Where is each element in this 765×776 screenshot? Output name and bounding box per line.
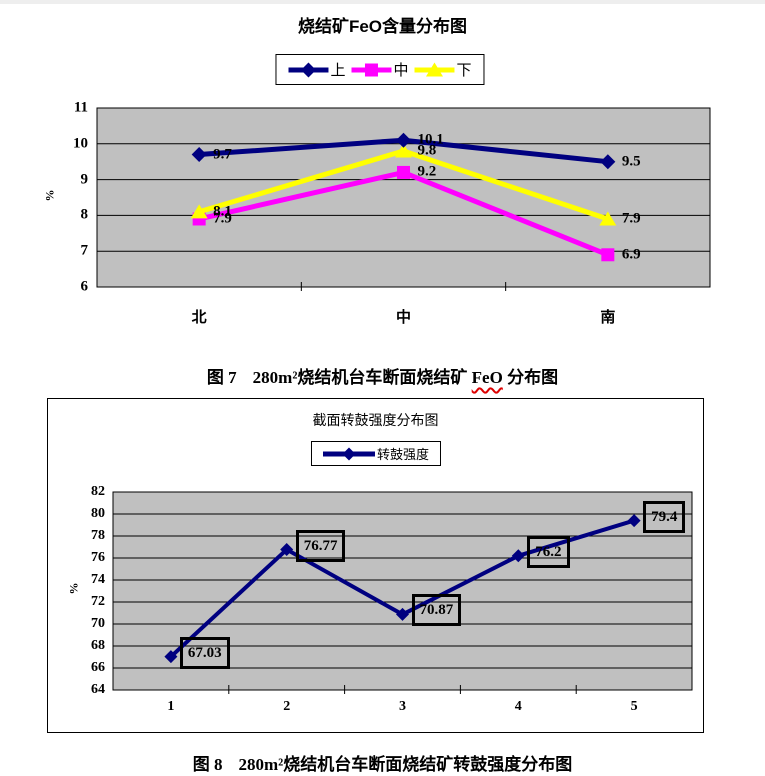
y-tick-label: 78	[91, 528, 105, 543]
y-tick-label: 11	[73, 99, 88, 116]
feo-chart-legend: 上中下	[275, 54, 485, 85]
data-label: 9.5	[621, 153, 641, 170]
legend-label: 转鼓强度	[376, 447, 430, 462]
legend-item: 转鼓强度	[322, 444, 430, 463]
figure7-caption-spellchecked-word: FeO	[471, 368, 503, 387]
y-tick-label: 68	[91, 638, 105, 653]
data-label: 6.9	[621, 246, 641, 263]
x-axis-label: 1	[167, 699, 175, 714]
y-tick-label: 6	[80, 278, 89, 295]
figure8-caption-text: 280m²烧结机台车断面烧结矿转鼓强度分布图	[238, 755, 573, 774]
feo-chart-title: 烧结矿FeO含量分布图	[297, 17, 468, 36]
y-axis-title: %	[66, 582, 81, 595]
data-label: 76.2	[527, 535, 570, 568]
figure7-caption-label: 图 7	[206, 368, 237, 387]
page-top-edge	[0, 0, 765, 4]
drum-chart-legend: 转鼓强度	[310, 441, 442, 466]
drum-chart-plot	[112, 491, 693, 694]
figure8-caption-label: 图 8	[192, 755, 223, 774]
y-tick-label: 72	[91, 594, 105, 609]
legend-label: 上	[330, 62, 346, 79]
x-axis-label: 4	[514, 699, 522, 714]
y-tick-label: 8	[80, 206, 89, 223]
y-tick-label: 74	[91, 572, 105, 587]
data-label: 10.1	[417, 131, 444, 148]
data-label: 76.77	[295, 529, 346, 562]
legend-diamond-marker-icon	[322, 447, 375, 460]
legend-label: 下	[456, 62, 472, 79]
legend-item: 下	[414, 59, 472, 80]
data-label: 9.7	[213, 146, 232, 163]
legend-diamond-marker-icon	[288, 62, 329, 77]
figure7-caption-text-after: 分布图	[502, 368, 559, 387]
y-tick-label: 80	[91, 506, 105, 521]
legend-label: 中	[393, 62, 409, 79]
x-axis-label: 北	[191, 310, 207, 326]
data-label: 7.9	[213, 210, 232, 227]
legend-square-marker-icon	[351, 63, 392, 76]
y-tick-label: 66	[91, 660, 105, 675]
data-label: 9.2	[417, 163, 437, 180]
x-axis-label: 2	[283, 699, 291, 714]
y-tick-label: 64	[91, 682, 105, 697]
data-label: 9.8	[417, 142, 437, 159]
y-tick-label: 76	[91, 550, 105, 565]
drum-chart-title: 截面转鼓强度分布图	[312, 412, 439, 428]
data-label: 79.4	[643, 500, 686, 533]
data-label: 70.87	[411, 594, 462, 627]
y-tick-label: 9	[80, 171, 89, 188]
figure8-caption: 图 8 280m²烧结机台车断面烧结矿转鼓强度分布图	[0, 750, 765, 775]
y-tick-label: 7	[80, 242, 89, 259]
y-tick-label: 10	[73, 135, 88, 152]
y-tick-label: 82	[91, 484, 105, 499]
data-label: 7.9	[621, 210, 641, 227]
x-axis-label: 3	[399, 699, 406, 714]
x-axis-label: 5	[630, 699, 638, 714]
figure7-caption-text-before: 280m²烧结机台车断面烧结矿	[252, 368, 472, 387]
legend-triangle-marker-icon	[414, 62, 455, 76]
feo-chart-plot	[96, 107, 711, 291]
data-label: 8.1	[213, 203, 232, 220]
x-axis-label: 南	[600, 310, 616, 326]
y-axis-title: %	[42, 189, 57, 202]
data-label: 67.03	[179, 636, 230, 669]
legend-item: 中	[351, 59, 409, 80]
y-tick-label: 70	[91, 616, 105, 631]
figure7-caption: 图 7 280m²烧结机台车断面烧结矿 FeO 分布图	[0, 363, 765, 388]
legend-item: 上	[288, 59, 345, 80]
x-axis-label: 中	[395, 310, 412, 326]
